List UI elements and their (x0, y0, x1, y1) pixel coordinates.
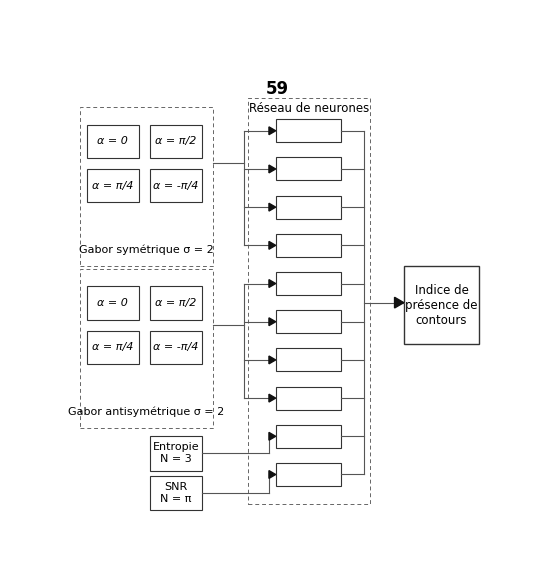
Bar (80, 107, 212, 267)
Text: α = π/4: α = π/4 (92, 342, 133, 353)
Bar (150, 331, 202, 364)
Text: α = 0: α = 0 (98, 136, 128, 146)
Bar (276, 119, 341, 142)
Polygon shape (269, 279, 276, 287)
Text: α = -π/4: α = -π/4 (153, 342, 198, 353)
Bar (150, 169, 202, 202)
Bar (87, 124, 139, 158)
Bar (87, 331, 139, 364)
Bar (276, 348, 341, 372)
Bar (87, 286, 139, 320)
Bar (276, 272, 341, 295)
Bar (276, 234, 341, 257)
Polygon shape (269, 203, 276, 211)
Bar (276, 386, 341, 410)
Bar (276, 463, 341, 486)
Text: α = π/2: α = π/2 (155, 136, 197, 146)
Polygon shape (269, 165, 276, 173)
Bar (276, 157, 341, 180)
Bar (276, 425, 341, 448)
Bar (404, 267, 479, 344)
Polygon shape (269, 433, 276, 440)
Bar (150, 124, 202, 158)
Polygon shape (269, 241, 276, 249)
Bar (80, 268, 212, 429)
Text: Gabor antisymétrique σ = 2: Gabor antisymétrique σ = 2 (68, 407, 224, 417)
Polygon shape (269, 318, 276, 325)
Bar (87, 169, 139, 202)
Text: 59: 59 (266, 80, 289, 98)
Polygon shape (269, 356, 276, 364)
Text: SNR
N = π: SNR N = π (160, 482, 192, 504)
Bar (276, 196, 341, 219)
Bar (150, 436, 202, 471)
Text: α = -π/4: α = -π/4 (153, 180, 198, 191)
Text: α = π/2: α = π/2 (155, 298, 197, 308)
Bar (150, 286, 202, 320)
Text: α = 0: α = 0 (98, 298, 128, 308)
Polygon shape (269, 394, 276, 402)
Bar (150, 476, 202, 510)
Polygon shape (395, 297, 404, 308)
Text: Entropie
N = 3: Entropie N = 3 (153, 442, 199, 464)
Polygon shape (269, 127, 276, 135)
Bar (248, 98, 370, 504)
Bar (276, 310, 341, 334)
Text: Indice de
présence de
contours: Indice de présence de contours (405, 284, 478, 327)
Polygon shape (269, 471, 276, 479)
Text: α = π/4: α = π/4 (92, 180, 133, 191)
Text: Réseau de neurones: Réseau de neurones (249, 103, 370, 115)
Text: Gabor symétrique σ = 2: Gabor symétrique σ = 2 (79, 245, 214, 255)
